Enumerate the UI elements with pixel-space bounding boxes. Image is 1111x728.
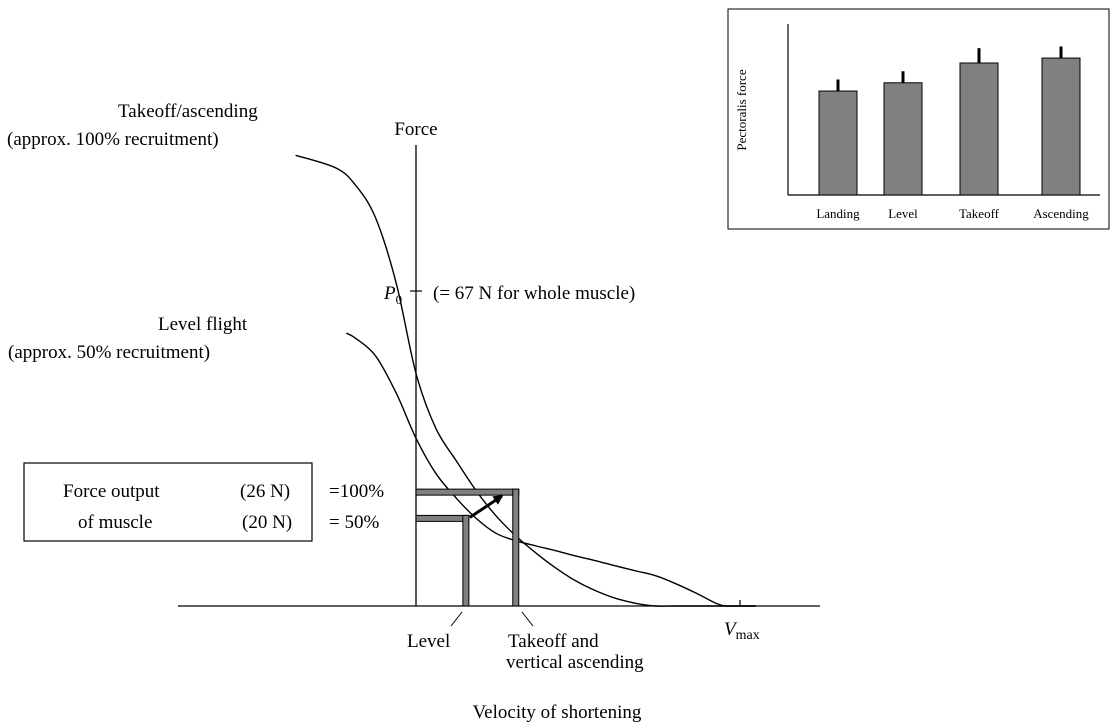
force-box-value-high: (26 N) — [240, 481, 290, 502]
inset-bar-takeoff — [959, 62, 999, 196]
inset-category-label: Takeoff — [959, 206, 1000, 221]
p0-note: (= 67 N for whole muscle) — [433, 283, 635, 304]
inset-category-label: Landing — [816, 206, 860, 221]
inset-bar-ascending — [1041, 57, 1081, 196]
series-label-level-line1: Level flight — [158, 314, 248, 335]
inset-bars: Landing Level Takeoff Ascending — [816, 46, 1089, 221]
inset-category-label: Level — [888, 206, 918, 221]
force-velocity-chart: Force Velocity of shortening P0 (= 67 N … — [7, 101, 820, 723]
takeoff-marker-line — [521, 611, 534, 627]
op-bar-horizontal-level — [415, 514, 470, 522]
operating-point-arrow — [469, 494, 504, 519]
force-mark-100: =100% — [329, 481, 384, 502]
series-label-takeoff-line2: (approx. 100% recruitment) — [7, 129, 219, 150]
force-box-value-low: (20 N) — [242, 512, 292, 533]
force-mark-50: = 50% — [329, 512, 379, 533]
x-marker-level: Level — [407, 631, 450, 652]
force-output-box — [23, 462, 313, 542]
curve-level-flight — [345, 332, 756, 607]
op-bar-vertical-level — [462, 514, 470, 607]
y-axis-label: Force — [394, 119, 437, 140]
pectoralis-force-inset: Pectoralis force Landing Level Takeoff Asce… — [727, 8, 1110, 230]
x-marker-takeoff-line1: Takeoff and — [508, 631, 599, 652]
series-label-level-line2: (approx. 50% recruitment) — [8, 342, 210, 363]
force-box-line1: Force output — [63, 481, 160, 502]
inset-y-axis-label: Pectoralis force — [734, 69, 749, 150]
inset-bar-level — [883, 82, 923, 196]
inset-bar-landing — [818, 90, 858, 196]
inset-category-label: Ascending — [1033, 206, 1089, 221]
curve-takeoff-ascending — [295, 154, 756, 607]
inset-frame — [727, 8, 1110, 230]
level-marker-line — [450, 611, 463, 627]
op-bar-horizontal-takeoff — [415, 488, 520, 496]
x-marker-takeoff-line2: vertical ascending — [506, 652, 644, 673]
op-bar-vertical-takeoff — [512, 488, 520, 607]
vmax-label: Vmax — [724, 619, 760, 643]
x-axis-label: Velocity of shortening — [473, 702, 642, 723]
force-box-line2: of muscle — [78, 512, 152, 533]
operating-point-bars — [415, 488, 520, 607]
series-label-takeoff-line1: Takeoff/ascending — [118, 101, 258, 122]
